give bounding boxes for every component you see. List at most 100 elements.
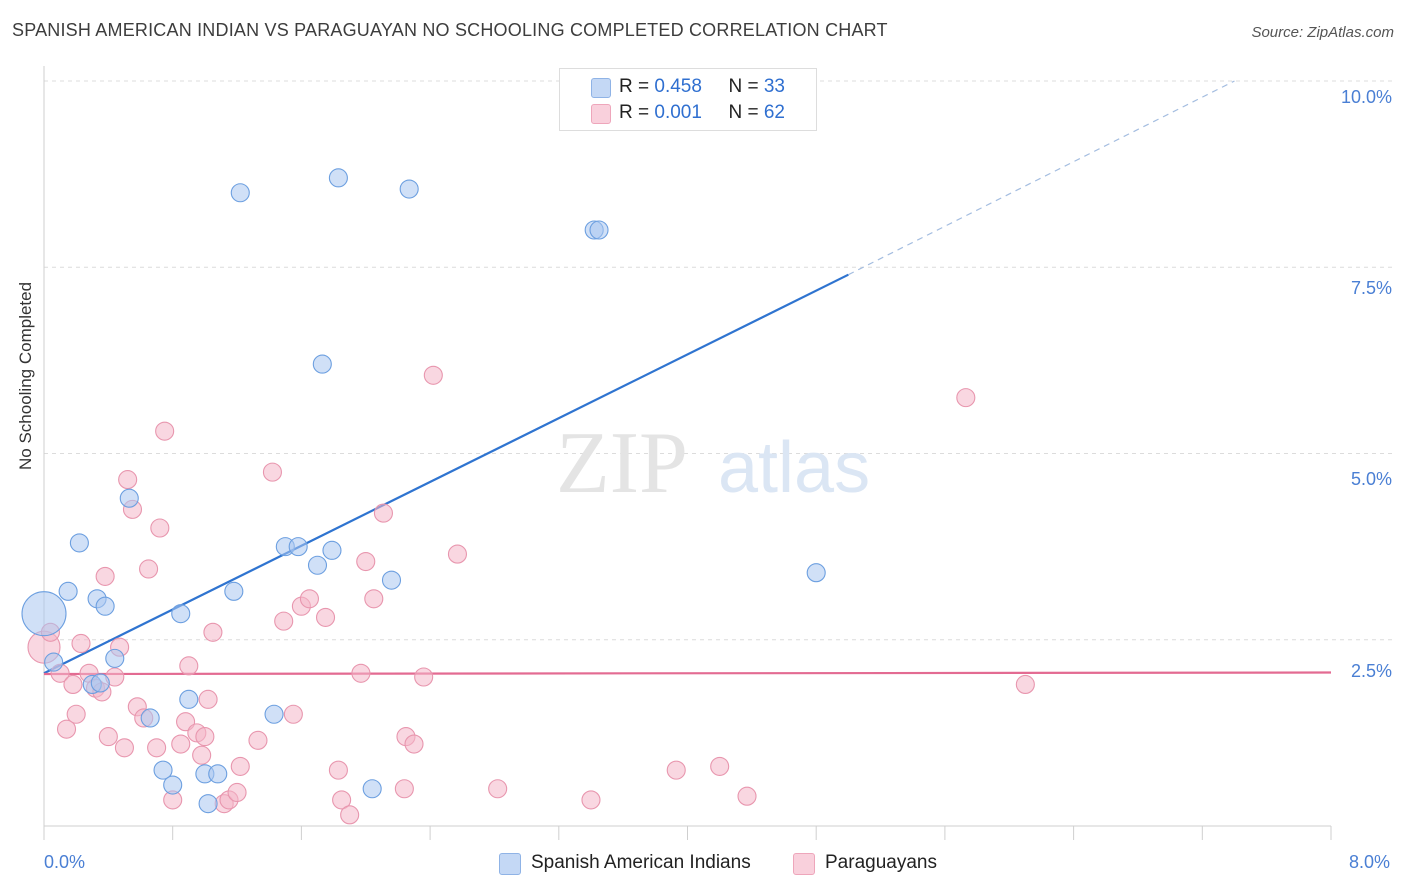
data-point bbox=[423, 365, 443, 385]
data-point bbox=[312, 354, 332, 374]
legend-swatch-pink bbox=[591, 104, 611, 124]
series-spanish-american-indians bbox=[21, 168, 826, 814]
bottom-legend-spanish-american-indians: Spanish American Indians bbox=[499, 852, 751, 875]
data-point bbox=[362, 779, 382, 799]
data-point bbox=[328, 168, 348, 188]
axes bbox=[43, 66, 1332, 840]
legend-row-spanish-american-indians: R = 0.458 N = 33 bbox=[591, 76, 785, 100]
data-point bbox=[198, 689, 218, 709]
data-point bbox=[114, 738, 134, 758]
data-point bbox=[666, 760, 686, 780]
data-point bbox=[589, 220, 609, 240]
data-point bbox=[69, 533, 89, 553]
watermark-atlas: atlas bbox=[718, 428, 870, 508]
data-point bbox=[373, 503, 393, 523]
data-point bbox=[328, 760, 348, 780]
data-point bbox=[153, 760, 173, 780]
y-tick-label: 10.0% bbox=[1340, 87, 1392, 107]
data-point bbox=[95, 566, 115, 586]
legend-n-value: 62 bbox=[763, 102, 785, 123]
series-paraguayans bbox=[27, 365, 1035, 825]
data-point bbox=[351, 663, 371, 683]
x-tick-label-max: 8.0% bbox=[1349, 852, 1391, 872]
grid-lines bbox=[44, 80, 1392, 641]
trend-line-extension bbox=[848, 80, 1235, 276]
data-point bbox=[404, 734, 424, 754]
legend-row-paraguayans: R = 0.001 N = 62 bbox=[591, 102, 785, 126]
y-tick-label: 2.5% bbox=[1350, 661, 1392, 681]
data-point bbox=[118, 470, 138, 490]
data-point bbox=[307, 555, 328, 575]
data-point bbox=[119, 488, 139, 508]
data-point bbox=[58, 581, 78, 601]
data-point bbox=[224, 581, 244, 601]
legend-n-value: 33 bbox=[763, 76, 785, 97]
data-point bbox=[90, 673, 110, 693]
chart-title: SPANISH AMERICAN INDIAN VS PARAGUAYAN NO… bbox=[12, 20, 888, 40]
data-point bbox=[248, 730, 268, 750]
data-point bbox=[399, 179, 419, 199]
data-point bbox=[195, 727, 215, 747]
bottom-legend-swatch-blue bbox=[499, 853, 521, 875]
data-point bbox=[581, 790, 601, 810]
data-point bbox=[163, 775, 183, 795]
data-point bbox=[274, 611, 294, 631]
legend: R = 0.458 N = 33 R = 0.001 N = 62 bbox=[559, 68, 817, 131]
data-point bbox=[394, 779, 414, 799]
trend-line-paraguayans bbox=[43, 671, 1332, 676]
data-point bbox=[179, 656, 199, 676]
legend-n-label: N = bbox=[728, 76, 764, 97]
data-point bbox=[203, 622, 223, 642]
data-point bbox=[63, 674, 83, 695]
data-point bbox=[340, 805, 360, 825]
data-point bbox=[198, 794, 218, 814]
x-tick-label-min: 0.0% bbox=[44, 852, 86, 872]
data-point bbox=[71, 633, 91, 654]
data-point bbox=[488, 779, 508, 799]
data-point bbox=[806, 563, 826, 583]
watermark: ZIP atlas bbox=[556, 415, 870, 512]
data-point bbox=[315, 607, 336, 627]
y-tick-label: 7.5% bbox=[1350, 278, 1392, 298]
data-point bbox=[299, 589, 319, 609]
data-point bbox=[262, 462, 282, 482]
data-point bbox=[140, 708, 160, 728]
y-tick-label: 5.0% bbox=[1350, 469, 1392, 489]
legend-r-value: 0.001 bbox=[654, 102, 702, 123]
data-point bbox=[171, 734, 191, 754]
data-point bbox=[283, 704, 303, 724]
data-point bbox=[179, 689, 199, 709]
data-point bbox=[332, 790, 352, 810]
y-axis-label: No Schooling Completed bbox=[16, 281, 35, 470]
bottom-legend-swatch-pink bbox=[793, 853, 815, 875]
data-point bbox=[447, 544, 467, 564]
trend-line-solid bbox=[43, 671, 1332, 676]
legend-swatch-blue bbox=[591, 78, 611, 98]
data-point bbox=[414, 667, 434, 687]
trend-line-spanish-american-indians bbox=[43, 80, 1235, 675]
data-point bbox=[956, 388, 976, 408]
data-point bbox=[66, 704, 86, 724]
data-point bbox=[171, 604, 191, 624]
legend-n-label: N = bbox=[728, 102, 764, 123]
bottom-legend-label: Spanish American Indians bbox=[531, 852, 751, 873]
data-point bbox=[227, 782, 247, 803]
bottom-legend-paraguayans: Paraguayans bbox=[793, 852, 937, 875]
data-point bbox=[147, 738, 167, 758]
data-point bbox=[139, 559, 159, 579]
legend-r-label: R = bbox=[619, 102, 655, 123]
data-point bbox=[192, 745, 212, 765]
data-point bbox=[208, 764, 228, 784]
data-point bbox=[737, 786, 757, 806]
data-point bbox=[230, 183, 250, 203]
data-point bbox=[322, 540, 342, 560]
data-point bbox=[44, 652, 64, 672]
source-label: Source: ZipAtlas.com bbox=[1251, 24, 1394, 41]
bottom-legend-label: Paraguayans bbox=[825, 852, 937, 873]
data-point bbox=[21, 591, 67, 637]
data-point bbox=[710, 756, 730, 776]
data-point bbox=[155, 421, 175, 441]
legend-r-label: R = bbox=[619, 76, 655, 97]
data-point bbox=[364, 589, 384, 609]
